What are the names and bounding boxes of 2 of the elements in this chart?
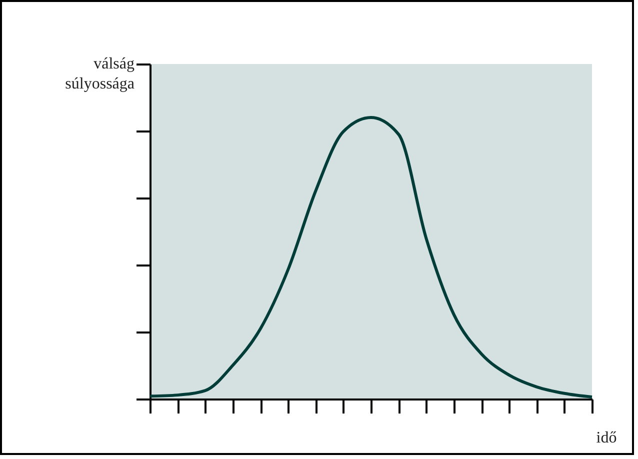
y-axis-title: válság súlyossága bbox=[65, 56, 134, 92]
x-axis-title: idő bbox=[596, 430, 617, 446]
